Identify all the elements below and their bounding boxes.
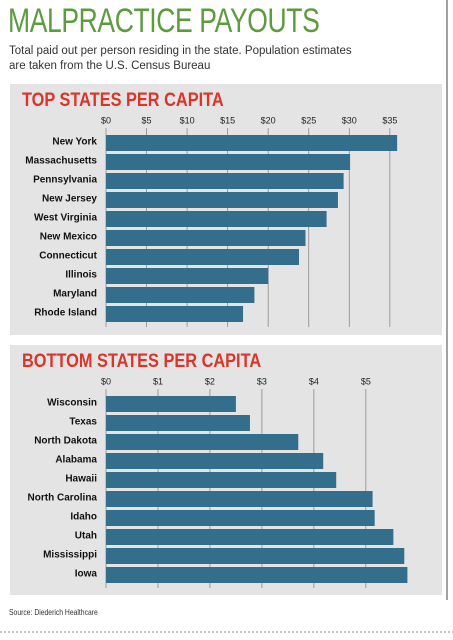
bar [106, 230, 306, 246]
x-tick-label: $5 [142, 115, 152, 125]
y-tick-label: New York [52, 137, 97, 148]
y-tick-label: North Dakota [34, 436, 97, 447]
x-tick-label: $15 [220, 115, 235, 125]
bar [106, 548, 405, 564]
subtitle-line: Total paid out per person residing in th… [9, 45, 352, 57]
y-tick-label: New Jersey [42, 194, 97, 205]
x-tick-label: $30 [342, 115, 357, 125]
x-tick-label: $25 [301, 115, 316, 125]
page-title: MALPRACTICE PAYOUTS [8, 2, 320, 40]
y-tick-label: Pennsylvania [33, 175, 97, 186]
bar [106, 249, 300, 265]
x-tick-label: $0 [101, 115, 111, 125]
bar [106, 434, 299, 450]
y-tick-label: Connecticut [39, 251, 97, 262]
bar [106, 154, 351, 170]
bar [106, 415, 250, 431]
bar [106, 306, 244, 322]
bar [106, 510, 375, 526]
y-tick-label: Iowa [75, 569, 98, 580]
y-tick-label: New Mexico [40, 232, 97, 243]
x-tick-label: $10 [180, 115, 195, 125]
bar [106, 211, 327, 227]
y-tick-label: Wisconsin [47, 398, 97, 409]
y-tick-label: Illinois [65, 270, 97, 281]
bar [106, 135, 398, 151]
source: Source: Diederich Healthcare [9, 608, 98, 617]
y-tick-label: Rhode Island [34, 308, 97, 319]
bar [106, 173, 344, 189]
y-tick-label: Texas [69, 417, 97, 428]
bar [106, 268, 269, 284]
bar [106, 529, 394, 545]
y-tick-label: Utah [75, 531, 97, 542]
x-tick-label: $20 [261, 115, 276, 125]
bar [106, 192, 338, 208]
bar [106, 287, 255, 303]
bar [106, 491, 373, 507]
x-tick-label: $3 [257, 376, 267, 386]
y-tick-label: West Virginia [34, 213, 97, 224]
y-tick-label: Idaho [70, 512, 97, 523]
y-tick-label: North Carolina [28, 493, 98, 504]
x-tick-label: $35 [382, 115, 397, 125]
bar [106, 567, 408, 583]
y-tick-label: Alabama [55, 455, 97, 466]
x-tick-label: $0 [101, 376, 111, 386]
subtitle-line: are taken from the U.S. Census Bureau [9, 60, 211, 72]
chart-title: BOTTOM STATES PER CAPITA [22, 350, 261, 371]
x-tick-label: $2 [205, 376, 215, 386]
y-tick-label: Massachusetts [25, 156, 97, 167]
y-tick-label: Hawaii [65, 474, 97, 485]
bar [106, 453, 324, 469]
y-tick-label: Mississippi [43, 550, 97, 561]
bar [106, 396, 236, 412]
x-tick-label: $5 [361, 376, 371, 386]
x-tick-label: $4 [309, 376, 319, 386]
chart-title: TOP STATES PER CAPITA [22, 89, 224, 110]
bar [106, 472, 337, 488]
x-tick-label: $1 [153, 376, 163, 386]
y-tick-label: Maryland [53, 289, 97, 300]
